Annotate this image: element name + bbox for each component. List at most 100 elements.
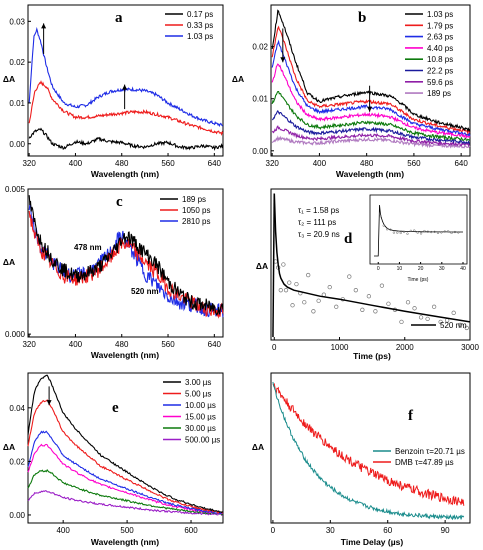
legend-label: Benzoin τ=20.71 µs <box>395 447 465 456</box>
panel-d-inset-plot: 0 10 20 30 40 <box>374 204 466 272</box>
legend-label: 22.2 ps <box>427 67 453 76</box>
rise-line <box>272 193 276 337</box>
y-tick-label: 0.00 <box>9 140 25 149</box>
data-point <box>412 306 417 311</box>
panel-f-plot: 0 30 60 90 Benzoin τ=20.71 µs DMB τ=47.89 µs <box>271 381 465 535</box>
legend-label: 30.00 µs <box>185 424 216 433</box>
inset-data-point <box>416 231 419 234</box>
data-point <box>425 316 430 322</box>
legend-label: 15.00 µs <box>185 413 216 422</box>
series-line <box>271 90 471 142</box>
legend-label: 4.40 ps <box>427 44 453 53</box>
series-line <box>271 109 470 145</box>
inset-data-point <box>453 230 457 234</box>
y-tick-label: 0.04 <box>9 404 25 413</box>
inset-data-point <box>423 229 426 233</box>
x-tick-label: 560 <box>407 159 421 168</box>
panel-e-ylabel: ΔA <box>3 442 15 452</box>
x-tick-label: 90 <box>441 526 450 535</box>
panel-b-xlabel: Wavelength (nm) <box>336 169 404 179</box>
panel-d-plot: 0 1000 2000 3000 <box>272 193 479 352</box>
data-point <box>290 303 295 308</box>
legend-label: 10.8 ps <box>427 55 453 64</box>
x-tick-label: 0 <box>272 343 277 352</box>
data-point <box>327 285 332 290</box>
panel-a-xlabel: Wavelength (nm) <box>91 169 159 179</box>
y-tick-label: 0.000 <box>5 330 26 339</box>
y-tick-label: 0.02 <box>9 457 25 466</box>
x-tick-label: 600 <box>184 526 198 535</box>
data-point <box>316 298 321 303</box>
data-point <box>399 319 404 325</box>
x-tick-label: 400 <box>313 159 327 168</box>
x-tick-label: 60 <box>383 526 392 535</box>
panel-d-xlabel: Time (ps) <box>353 351 391 361</box>
legend-label: 59.6 ps <box>427 78 453 87</box>
data-point <box>386 301 391 306</box>
series-line <box>271 63 471 140</box>
legend-label: 0.17 ps <box>187 10 213 19</box>
inset-data-point <box>392 231 396 234</box>
data-point <box>294 281 299 287</box>
data-point <box>360 307 365 312</box>
panel-d-tau2: τ₂ = 111 ps <box>298 218 336 227</box>
panel-a-letter: a <box>115 10 123 26</box>
inset-data-point <box>409 229 413 233</box>
trend-arrow-head <box>122 84 128 90</box>
panel-c-plot: 320 400 480 560 640 0.000 0.005 189 ps 1050 ps 28… <box>5 185 224 349</box>
data-point <box>405 300 411 305</box>
legend-label: 2.63 ps <box>427 33 453 42</box>
panel-d-letter: d <box>344 231 353 247</box>
data-point <box>334 304 339 309</box>
panel-f-letter: f <box>408 408 414 424</box>
panel-b: 320 400 480 560 640 0.00 0.01 0.02 1.03 ps 1.79 p… <box>232 4 471 179</box>
series-line <box>272 382 465 506</box>
data-point <box>458 322 463 328</box>
legend-label: 1050 ps <box>182 206 210 215</box>
trend-arrow-head <box>367 106 373 112</box>
inset-data-point <box>385 228 389 231</box>
trend-arrow-head <box>41 23 47 29</box>
x-tick-label: 640 <box>454 159 468 168</box>
legend-label: 189 ps <box>427 89 451 98</box>
inset-data-point <box>389 228 392 231</box>
x-tick-label: 500 <box>120 526 134 535</box>
inset-data-point <box>419 232 423 235</box>
panel-c-frame <box>27 188 224 338</box>
x-tick-label: 320 <box>266 159 280 168</box>
data-point <box>311 309 316 314</box>
inset-data-point <box>457 231 460 234</box>
data-point <box>306 272 311 278</box>
inset-data-point <box>413 229 416 232</box>
panel-b-ylabel: ΔA <box>232 74 244 84</box>
x-tick-label: 400 <box>69 159 83 168</box>
panel-d: 0 1000 2000 3000 d τ₁ = 1.58 ps τ₂ = 111 ps… <box>256 188 479 361</box>
x-tick-label: 320 <box>22 340 36 349</box>
legend-label: 1.03 ps <box>187 32 213 41</box>
panel-d-inset-xlabel: Time (ps) <box>408 277 429 283</box>
panel-e-plot: 400 500 600 0.00 0.02 0.04 3.00 µs 5.00 µs 10.00… <box>9 374 224 535</box>
data-point <box>287 280 292 285</box>
series-line <box>28 80 224 136</box>
inset-data-point <box>433 230 436 234</box>
inset-data-point <box>447 230 450 233</box>
panel-d-inset-frame <box>369 194 468 265</box>
panel-d-tau1: τ₁ = 1.58 ps <box>298 206 339 215</box>
data-point <box>366 294 372 299</box>
panel-c-xlabel: Wavelength (nm) <box>91 350 159 360</box>
inset-data-point <box>443 230 446 233</box>
series-line <box>27 443 223 515</box>
inset-data-point <box>396 231 399 234</box>
x-tick-label: 560 <box>161 159 175 168</box>
panel-d-legend-label: 520 nm <box>440 321 467 330</box>
panel-a: 320 400 480 560 640 0.00 0.01 0.02 0.03 0.17 ps 0.… <box>3 4 224 179</box>
inset-x-tick-label: 0 <box>377 266 380 272</box>
inset-x-tick-label: 20 <box>418 266 424 272</box>
series-line <box>27 430 224 515</box>
inset-data-point <box>426 230 429 233</box>
data-point <box>347 274 352 279</box>
panel-c-ylabel: ΔA <box>3 257 15 267</box>
data-point <box>379 283 385 288</box>
inset-data-point <box>382 224 385 227</box>
